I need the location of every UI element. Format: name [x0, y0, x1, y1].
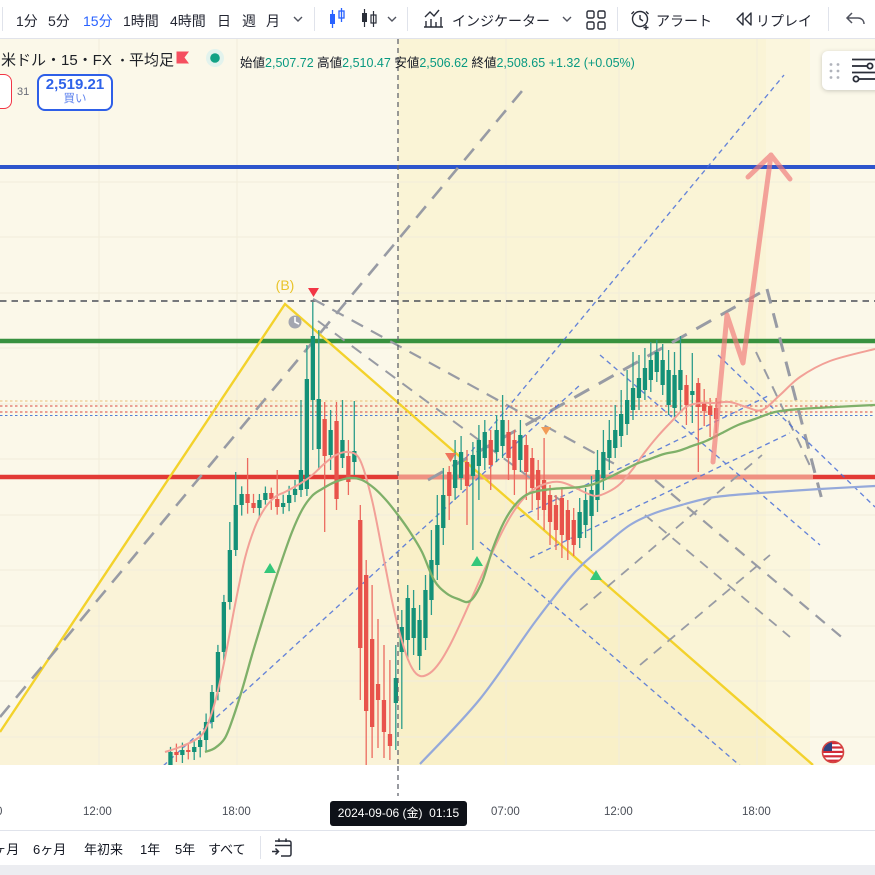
- svg-text:(B): (B): [276, 277, 295, 293]
